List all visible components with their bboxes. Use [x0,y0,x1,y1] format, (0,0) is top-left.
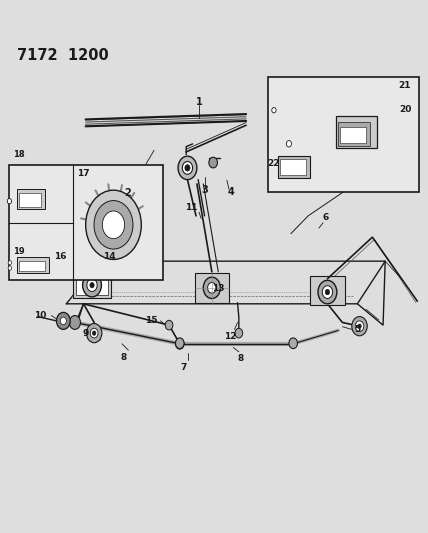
Circle shape [286,141,291,147]
Circle shape [87,279,97,292]
Circle shape [94,200,133,249]
Text: 22: 22 [268,159,280,168]
Bar [9,165,163,280]
Text: 17: 17 [77,169,89,177]
Circle shape [208,282,216,293]
Circle shape [209,157,217,168]
Text: 4: 4 [228,187,235,197]
Bar [280,159,306,175]
Bar [17,257,49,273]
Text: 6: 6 [322,213,328,222]
Text: 7172  1200: 7172 1200 [17,49,109,63]
Bar [310,276,345,305]
Text: 11: 11 [185,204,198,212]
Bar [340,127,366,143]
Circle shape [79,268,86,276]
Circle shape [325,289,330,295]
Text: 7: 7 [181,363,187,372]
Text: 12: 12 [224,332,237,341]
Text: 14: 14 [103,253,116,261]
Circle shape [165,320,173,330]
Bar [195,273,229,303]
Circle shape [352,317,367,336]
Bar [336,116,377,148]
Bar [19,193,41,206]
Bar [268,77,419,192]
Circle shape [86,324,102,343]
Text: 15: 15 [145,317,158,325]
Circle shape [8,261,12,265]
Text: 21: 21 [398,81,411,90]
Circle shape [86,190,141,260]
Circle shape [7,198,12,204]
Text: 20: 20 [400,105,412,114]
Circle shape [92,331,96,335]
Circle shape [185,165,190,171]
Text: 8: 8 [238,354,244,363]
Text: 13: 13 [212,285,225,293]
Bar [278,156,310,178]
Text: 8: 8 [120,353,126,361]
Text: 19: 19 [13,247,24,256]
Bar [338,122,370,146]
Text: 18: 18 [13,150,24,159]
Circle shape [69,316,80,329]
Circle shape [318,280,337,304]
Bar [73,266,111,298]
Circle shape [322,286,333,298]
Circle shape [83,273,101,297]
Circle shape [178,156,197,180]
Circle shape [90,282,94,288]
Circle shape [8,266,12,270]
Circle shape [175,338,184,349]
Text: 1: 1 [196,98,202,107]
Circle shape [203,277,220,298]
Text: 16: 16 [54,253,66,261]
Circle shape [182,161,193,174]
Circle shape [56,312,70,329]
Bar [17,189,45,209]
Circle shape [102,211,125,239]
Circle shape [355,321,364,332]
Circle shape [235,328,243,338]
Text: 10: 10 [35,311,47,320]
Text: 9: 9 [83,329,89,337]
Bar [76,271,108,295]
Circle shape [175,338,184,349]
Text: 3: 3 [201,185,208,195]
Circle shape [60,317,66,325]
Bar [19,261,45,271]
Circle shape [90,328,98,338]
Circle shape [272,108,276,113]
Text: 5: 5 [354,325,360,334]
Circle shape [358,324,361,328]
Text: 2: 2 [124,188,131,198]
Circle shape [289,338,297,349]
